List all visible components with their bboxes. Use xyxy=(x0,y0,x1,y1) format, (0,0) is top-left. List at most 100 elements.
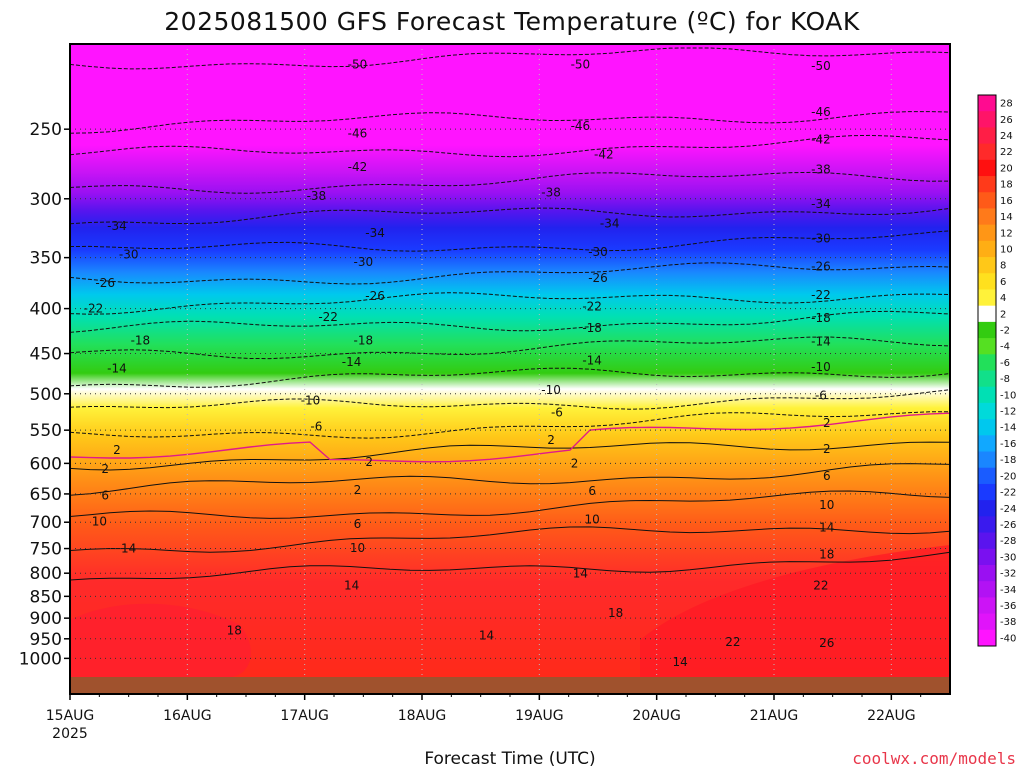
y-tick-label: 650 xyxy=(30,485,62,505)
contour-label: 10 xyxy=(92,515,107,529)
colorbar-label: -10 xyxy=(1000,390,1016,401)
contour-label: 10 xyxy=(350,541,365,555)
y-tick-label: 300 xyxy=(30,190,62,210)
contour-label: 18 xyxy=(608,606,623,620)
contour-label: 14 xyxy=(479,629,494,643)
contour-label: 26 xyxy=(819,636,834,650)
colorbar-label: -4 xyxy=(1000,342,1010,353)
colorbar-swatch xyxy=(978,321,996,339)
contour-label: -6 xyxy=(551,405,563,419)
contour-label: -30 xyxy=(119,247,139,261)
contour-label: -26 xyxy=(811,259,831,273)
x-tick-label: 18AUG xyxy=(398,708,447,724)
colorbar-swatch xyxy=(978,451,996,469)
contour-label: 2 xyxy=(823,416,831,430)
colorbar-swatch xyxy=(978,176,996,193)
colorbar-swatch xyxy=(978,613,996,631)
colorbar-label: 2 xyxy=(1000,309,1006,320)
y-tick-label: 600 xyxy=(30,454,62,474)
contour-label: -38 xyxy=(811,163,831,177)
colorbar-swatch xyxy=(978,354,996,371)
colorbar-swatch xyxy=(978,516,996,534)
colorbar-label: 26 xyxy=(1000,115,1013,126)
x-tick-label: 20AUG xyxy=(632,708,681,724)
colorbar-label: -28 xyxy=(1000,536,1016,547)
colorbar-swatch xyxy=(978,597,996,615)
isolines xyxy=(69,47,951,581)
colorbar-swatch xyxy=(978,370,996,388)
y-tick-label: 500 xyxy=(30,385,62,405)
contour-label: 6 xyxy=(823,469,831,483)
contour-label: -14 xyxy=(582,353,602,367)
y-tick-label: 1000 xyxy=(19,649,62,669)
contour-label: -18 xyxy=(811,311,831,325)
y-tick-label: 550 xyxy=(30,421,62,441)
contour-label: -14 xyxy=(811,334,831,348)
colorbar-label: -8 xyxy=(1000,374,1010,385)
colorbar-swatch xyxy=(978,111,996,128)
isoline xyxy=(69,230,951,252)
x-tick-label: 16AUG xyxy=(163,708,212,724)
colorbar-swatch xyxy=(978,435,996,453)
colorbar-swatch xyxy=(978,402,996,420)
y-tick-label: 950 xyxy=(30,630,62,650)
colorbar-label: -38 xyxy=(1000,617,1016,628)
y-tick-label: 800 xyxy=(30,564,62,584)
contour-label: -30 xyxy=(354,255,374,269)
isoline xyxy=(69,526,951,553)
y-tick-label: 400 xyxy=(30,300,62,320)
contour-labels: -50 -50 -50-46-46-46-42-42-42-38 -38-38-34-… xyxy=(84,57,835,669)
contour-label: -18 xyxy=(582,321,602,335)
colorbar-label: -30 xyxy=(1000,552,1016,563)
isoline xyxy=(69,171,951,194)
isoline xyxy=(69,389,951,410)
contour-label: 6 xyxy=(588,484,596,498)
y-tick-label: 250 xyxy=(30,120,62,140)
colorbar-label: 8 xyxy=(1000,261,1006,272)
contour-label: -22 xyxy=(84,302,104,316)
contour-label: 14 xyxy=(573,567,588,581)
contour-label: -14 xyxy=(107,362,127,376)
contour-label: -46 xyxy=(571,119,591,133)
y-tick-label: 750 xyxy=(30,540,62,560)
contour-label: 2 xyxy=(365,455,373,469)
colorbar-label: -40 xyxy=(1000,633,1016,644)
isoline xyxy=(69,262,951,285)
colorbar-swatch xyxy=(978,143,996,161)
y-tick-label: 850 xyxy=(30,587,62,607)
colorbar-swatch xyxy=(978,467,996,485)
contour-label: -18 xyxy=(354,334,374,348)
contour-label: -34 xyxy=(107,219,127,233)
colorbar-swatch xyxy=(978,127,996,145)
colorbar-label: -12 xyxy=(1000,407,1016,418)
freezing-line xyxy=(69,412,951,463)
colorbar-label: 14 xyxy=(1000,212,1013,223)
colorbar-label: -26 xyxy=(1000,520,1016,531)
colorbar-label: 10 xyxy=(1000,244,1013,255)
contour-label: 2 xyxy=(354,483,362,497)
contour-label: -22 xyxy=(811,288,831,302)
contour-label: 22 xyxy=(813,578,828,592)
isoline xyxy=(69,134,951,158)
colorbar-label: -22 xyxy=(1000,488,1016,499)
isoline xyxy=(69,551,951,581)
colorbar-label: -16 xyxy=(1000,439,1016,450)
isoline xyxy=(69,47,951,70)
colorbar-swatch xyxy=(978,548,996,566)
isoline xyxy=(69,310,951,333)
x-tick-label: 17AUG xyxy=(280,708,329,724)
colorbar-label: 12 xyxy=(1000,228,1013,239)
colorbar-swatch xyxy=(978,581,996,598)
x-tick-label: 15AUG xyxy=(46,708,95,724)
chart-title: 2025081500 GFS Forecast Temperature (ºC)… xyxy=(164,7,860,36)
contour-label: -34 xyxy=(811,197,831,211)
contour-label: -30 xyxy=(588,245,608,259)
contour-label: -10 xyxy=(301,394,321,408)
contour-label: -38 xyxy=(541,185,561,199)
colorbar-swatch xyxy=(978,338,996,355)
colorbar-swatch xyxy=(978,224,996,242)
contour-label: -14 xyxy=(342,355,362,369)
isoline xyxy=(69,292,951,315)
contour-label: -6 xyxy=(815,388,827,402)
x-axis-label: Forecast Time (UTC) xyxy=(424,749,595,768)
